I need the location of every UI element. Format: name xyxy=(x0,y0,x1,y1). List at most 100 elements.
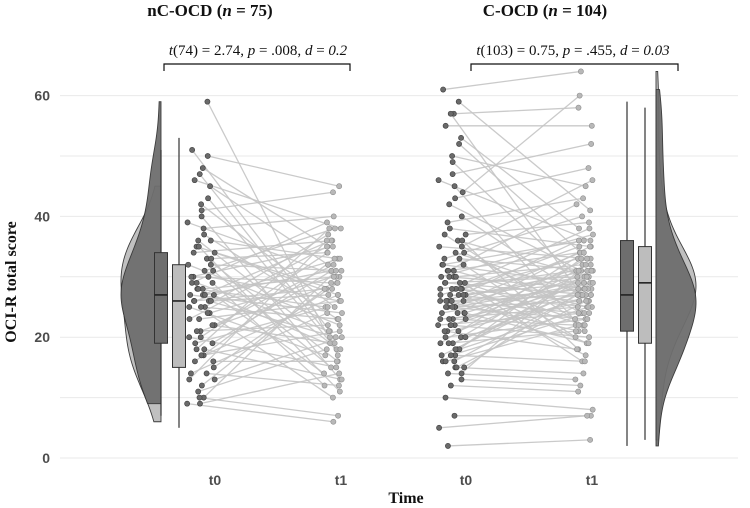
point-t0 xyxy=(447,382,454,389)
point-t1 xyxy=(576,225,582,232)
point-t0 xyxy=(446,225,453,232)
pair-line xyxy=(201,191,334,212)
y-tick-label: 60 xyxy=(34,88,50,104)
point-t1 xyxy=(577,68,584,75)
point-t0 xyxy=(184,219,191,226)
point-t1 xyxy=(338,267,345,274)
point-t0 xyxy=(197,400,203,407)
point-t1 xyxy=(330,418,337,425)
point-t0 xyxy=(459,237,466,244)
pair-line xyxy=(189,246,328,320)
point-t0 xyxy=(455,98,462,105)
point-t0 xyxy=(205,195,211,202)
point-t0 xyxy=(209,340,216,347)
point-t1 xyxy=(575,237,582,244)
point-t1 xyxy=(588,141,595,147)
point-t0 xyxy=(449,285,455,292)
point-t0 xyxy=(444,219,451,226)
boxplot-t0 xyxy=(154,149,168,416)
point-t0 xyxy=(449,304,456,310)
point-t0 xyxy=(437,340,444,347)
point-t1 xyxy=(586,225,593,232)
pair-line xyxy=(193,239,333,254)
point-t1 xyxy=(336,328,343,335)
point-t0 xyxy=(193,279,200,286)
point-t0 xyxy=(437,292,444,298)
point-t1 xyxy=(577,382,584,389)
point-t1 xyxy=(338,376,345,383)
y-axis-label: OCI-R total score xyxy=(3,221,20,342)
point-t1 xyxy=(336,370,343,377)
pair-line xyxy=(203,270,337,399)
point-t1 xyxy=(331,225,338,232)
point-t0 xyxy=(441,328,448,335)
boxplot-t0 xyxy=(620,101,634,446)
point-t1 xyxy=(573,201,580,208)
point-t0 xyxy=(452,195,459,202)
point-t0 xyxy=(204,98,211,105)
point-t0 xyxy=(445,443,451,449)
point-t0 xyxy=(186,334,193,341)
point-t0 xyxy=(195,388,202,395)
box-iqr xyxy=(620,240,634,332)
point-t1 xyxy=(590,279,596,286)
point-t1 xyxy=(321,285,328,292)
point-t0 xyxy=(196,316,203,322)
point-t1 xyxy=(337,225,344,232)
point-t0 xyxy=(457,285,464,292)
point-t1 xyxy=(580,370,587,377)
point-t0 xyxy=(442,358,449,365)
point-t0 xyxy=(195,243,202,250)
point-t1 xyxy=(574,304,581,310)
paired-lines-layer xyxy=(187,70,594,447)
point-t1 xyxy=(587,261,594,268)
pair-line xyxy=(464,312,589,344)
point-t1 xyxy=(581,328,588,335)
point-t1 xyxy=(331,340,338,347)
point-t0 xyxy=(195,237,202,244)
point-t1 xyxy=(589,177,596,184)
point-t1 xyxy=(328,279,335,286)
pair-line xyxy=(201,330,340,356)
pair-line xyxy=(443,70,581,91)
point-t1 xyxy=(586,310,593,316)
density-t0 xyxy=(655,89,697,447)
pair-line xyxy=(445,324,579,362)
pair-line xyxy=(464,276,589,314)
point-t0 xyxy=(199,165,206,171)
point-t0 xyxy=(439,310,445,316)
point-t1 xyxy=(588,292,594,298)
point-t1 xyxy=(333,267,339,274)
point-t0 xyxy=(458,370,465,377)
point-t1 xyxy=(322,352,329,359)
point-t0 xyxy=(198,201,205,208)
point-t0 xyxy=(202,292,208,298)
point-t0 xyxy=(201,231,208,238)
point-t1 xyxy=(584,316,591,322)
point-t1 xyxy=(574,346,580,353)
point-t1 xyxy=(572,376,579,383)
pair-line xyxy=(206,101,339,356)
point-t1 xyxy=(574,292,581,298)
pair-line xyxy=(187,402,334,423)
pair-line xyxy=(447,439,591,447)
point-t0 xyxy=(436,243,443,250)
point-t0 xyxy=(457,279,463,286)
point-t0 xyxy=(447,352,454,359)
point-t1 xyxy=(587,207,594,214)
point-t0 xyxy=(458,376,465,383)
point-t0 xyxy=(209,279,216,286)
pair-line xyxy=(453,107,579,115)
point-t1 xyxy=(326,225,333,232)
point-t1 xyxy=(580,237,587,244)
boxplot-t1 xyxy=(172,137,186,428)
pair-line xyxy=(210,239,338,260)
pair-line xyxy=(212,324,335,344)
point-t0 xyxy=(204,310,211,316)
point-t1 xyxy=(325,261,331,268)
point-t0 xyxy=(209,322,216,329)
point-t1 xyxy=(325,231,332,238)
point-t0 xyxy=(201,346,208,353)
point-t1 xyxy=(575,310,582,316)
pair-line xyxy=(207,155,340,187)
